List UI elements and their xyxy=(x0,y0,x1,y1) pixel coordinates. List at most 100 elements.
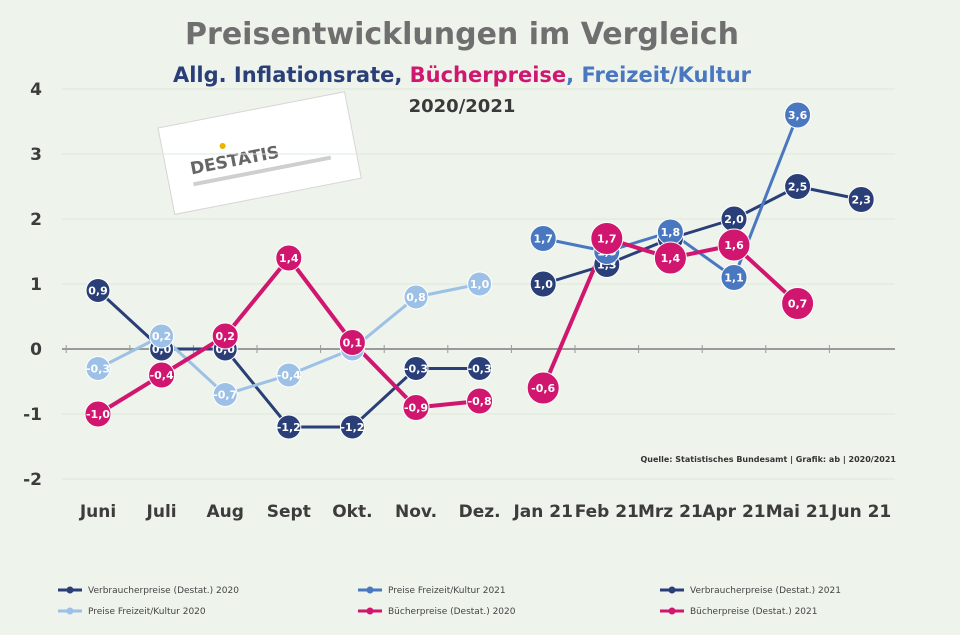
legend-label: Verbraucherpreise (Destat.) 2020 xyxy=(88,586,239,596)
y-tick-label: 2 xyxy=(30,210,42,230)
x-tick-label: Sept xyxy=(267,502,311,522)
x-tick-label: Okt. xyxy=(332,502,372,522)
x-tick-label: Mai 21 xyxy=(766,502,830,522)
destatis-logo: DESTATIS xyxy=(157,91,362,215)
data-point xyxy=(276,414,302,440)
y-tick-label: 0 xyxy=(30,340,42,360)
data-point xyxy=(720,264,748,291)
data-label: 2,0 xyxy=(724,213,744,226)
data-label: -0,8 xyxy=(468,395,492,408)
data-point xyxy=(211,322,239,350)
axes: 4 3 2 1 0 -1 -2 Juni Juli Aug Sept Okt. Nov. Dez. Jan … xyxy=(23,80,895,522)
data-label: 1,0 xyxy=(470,278,490,291)
data-point xyxy=(402,394,430,421)
data-point xyxy=(275,244,303,272)
data-label: -0,4 xyxy=(277,369,301,382)
chart-period: 2020/2021 xyxy=(409,96,516,117)
legend-swatch-marker xyxy=(668,607,676,615)
data-point xyxy=(212,382,238,407)
data-point xyxy=(529,270,557,298)
data-point xyxy=(276,362,302,388)
data-point xyxy=(781,287,815,320)
data-label: 1,7 xyxy=(597,233,617,246)
data-point xyxy=(653,241,687,275)
y-tick-label: 1 xyxy=(30,275,42,295)
data-label: -0,3 xyxy=(404,363,428,376)
data-label: 0,2 xyxy=(152,330,172,343)
x-tick-label: Jan 21 xyxy=(512,502,572,522)
data-point xyxy=(847,186,875,213)
data-label: 1,6 xyxy=(724,239,744,252)
data-point xyxy=(526,371,560,405)
data-point xyxy=(784,101,812,129)
data-label: 0,2 xyxy=(215,330,235,343)
data-label: 2,3 xyxy=(851,194,871,207)
data-label: 1,4 xyxy=(661,252,681,265)
y-tick-label: -1 xyxy=(23,405,42,425)
chart-subtitle: Allg. Inflationsrate, Bücherpreise, Frei… xyxy=(173,63,752,87)
data-label: 0,7 xyxy=(788,298,808,311)
legend-label: Verbraucherpreise (Destat.) 2021 xyxy=(690,586,841,596)
legend: Verbraucherpreise (Destat.) 2020 Preise F… xyxy=(58,586,841,617)
data-label: 3,6 xyxy=(788,109,808,122)
data-point xyxy=(403,284,429,310)
data-label: 0,1 xyxy=(343,337,363,350)
data-label: -0,3 xyxy=(468,363,492,376)
data-label: -0,9 xyxy=(404,402,428,415)
data-point xyxy=(529,225,557,252)
data-label: 1,8 xyxy=(661,226,681,239)
data-label: 1,0 xyxy=(533,278,553,291)
data-point xyxy=(590,222,624,255)
legend-label: Preise Freizeit/Kultur 2021 xyxy=(388,586,506,596)
source-note: Quelle: Statistisches Bundesamt | Grafik… xyxy=(640,455,896,464)
data-point xyxy=(403,356,429,381)
legend-swatch-marker xyxy=(66,586,74,594)
x-tick-label: Apr 21 xyxy=(702,502,765,522)
data-point xyxy=(85,278,111,303)
data-markers: 0,90,00,0-1,2-1,2-0,3-0,3-0,30,2-0,7-0,4… xyxy=(84,101,875,440)
data-label: -0,7 xyxy=(213,389,237,402)
data-label: -1,2 xyxy=(277,421,301,434)
subtitle-inflation: Allg. Inflationsrate, xyxy=(173,63,410,87)
x-tick-label: Nov. xyxy=(395,502,437,522)
legend-swatch-marker xyxy=(366,607,374,615)
data-point xyxy=(466,387,494,415)
data-point xyxy=(148,361,176,389)
data-label: 1,4 xyxy=(279,252,299,265)
legend-label: Preise Freizeit/Kultur 2020 xyxy=(88,607,206,617)
subtitle-separator: , xyxy=(566,63,581,87)
subtitle-leisure: Freizeit/Kultur xyxy=(581,63,751,87)
x-tick-label: Mrz 21 xyxy=(638,502,703,522)
data-label: -0,6 xyxy=(531,382,555,395)
data-point xyxy=(784,173,812,200)
data-label: 1,1 xyxy=(724,272,744,285)
x-tick-label: Dez. xyxy=(459,502,501,522)
data-point xyxy=(339,414,365,440)
data-point xyxy=(717,228,751,262)
legend-label: Bücherpreise (Destat.) 2021 xyxy=(690,607,818,617)
x-tick-label: Juli xyxy=(146,502,177,522)
y-tick-label: 4 xyxy=(30,80,42,100)
data-point xyxy=(149,323,175,349)
chart-title: Preisentwicklungen im Vergleich xyxy=(185,17,739,52)
data-label: 0,8 xyxy=(406,291,426,304)
data-label: -1,0 xyxy=(86,408,110,421)
legend-label: Bücherpreise (Destat.) 2020 xyxy=(388,607,516,617)
x-tick-label: Juni xyxy=(79,502,116,522)
data-label: 2,5 xyxy=(788,181,808,194)
legend-swatch-marker xyxy=(668,586,676,594)
legend-swatch-marker xyxy=(366,586,374,594)
data-point xyxy=(84,400,112,428)
data-label: 1,7 xyxy=(533,233,553,246)
x-tick-label: Jun 21 xyxy=(830,502,891,522)
y-tick-label: 3 xyxy=(30,145,42,165)
data-point xyxy=(467,271,493,297)
data-point xyxy=(85,356,111,381)
data-label: -0,3 xyxy=(86,363,110,376)
legend-swatch-marker xyxy=(66,607,74,615)
data-label: -1,2 xyxy=(340,421,364,434)
x-tick-label: Aug xyxy=(206,502,243,522)
y-tick-label: -2 xyxy=(23,470,42,490)
